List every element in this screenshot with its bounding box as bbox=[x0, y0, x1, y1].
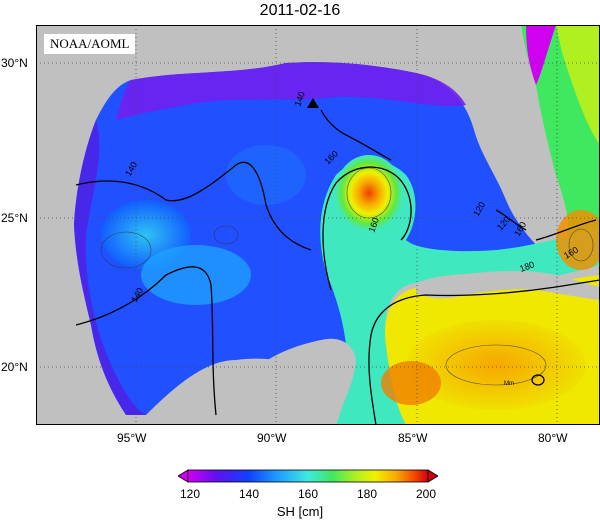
lon-label: 95°W bbox=[117, 431, 147, 445]
map-area: 140 140 140 160 160 160 160 180 120 120 … bbox=[36, 25, 600, 426]
lat-label: 30°N bbox=[1, 56, 28, 70]
triangle-marker bbox=[307, 98, 319, 108]
west-shelf-purple bbox=[74, 120, 146, 415]
small-eddy-ring bbox=[531, 374, 545, 386]
map-svg: 140 140 140 160 160 160 160 180 120 120 … bbox=[36, 25, 600, 426]
loop-current-band bbox=[320, 160, 600, 425]
graticule bbox=[36, 25, 600, 425]
caribbean-warm-core bbox=[406, 320, 586, 410]
lat-label: 20°N bbox=[1, 360, 28, 374]
gulf-basin bbox=[74, 62, 556, 416]
north-central-patch bbox=[226, 145, 306, 205]
atlantic-yellowgreen bbox=[556, 25, 600, 145]
contour-label: 140 bbox=[292, 90, 307, 108]
cuba-land bbox=[416, 270, 600, 300]
colorbar-tick: 160 bbox=[298, 487, 319, 501]
contour-label: 180 bbox=[518, 259, 536, 274]
contour-label: Mm bbox=[504, 381, 514, 387]
colorbar-tick: 200 bbox=[416, 487, 437, 501]
lon-label: 80°W bbox=[538, 431, 568, 445]
bahamas-warm-core bbox=[556, 210, 600, 270]
colorbar-tick: 140 bbox=[239, 487, 260, 501]
colorbar-min-arrow bbox=[178, 469, 189, 483]
colorbar-tick: 180 bbox=[357, 487, 378, 501]
colorbar-gradient bbox=[187, 469, 429, 483]
atlantic-purple bbox=[526, 25, 556, 85]
north-shelf-purple bbox=[116, 62, 466, 120]
contour-label: 160 bbox=[366, 216, 381, 234]
map-title: 2011-02-16 bbox=[259, 2, 341, 19]
florida-land bbox=[416, 25, 568, 238]
colorbar-max-arrow bbox=[427, 469, 438, 483]
yucatan-land bbox=[254, 338, 356, 425]
colorbar-tick: 120 bbox=[180, 487, 201, 501]
colorbar bbox=[178, 469, 438, 483]
minor-contours bbox=[100, 167, 594, 386]
caribbean-orange-core bbox=[381, 361, 441, 405]
colorbar-title: SH [cm] bbox=[276, 504, 324, 519]
contour-lines bbox=[75, 109, 600, 426]
lat-label: 25°N bbox=[1, 211, 28, 225]
lon-label: 90°W bbox=[257, 431, 287, 445]
central-patch bbox=[141, 245, 251, 305]
warm-eddy bbox=[335, 155, 403, 231]
lon-label: 85°W bbox=[398, 431, 428, 445]
source-label: NOAA/AOML bbox=[44, 34, 136, 54]
